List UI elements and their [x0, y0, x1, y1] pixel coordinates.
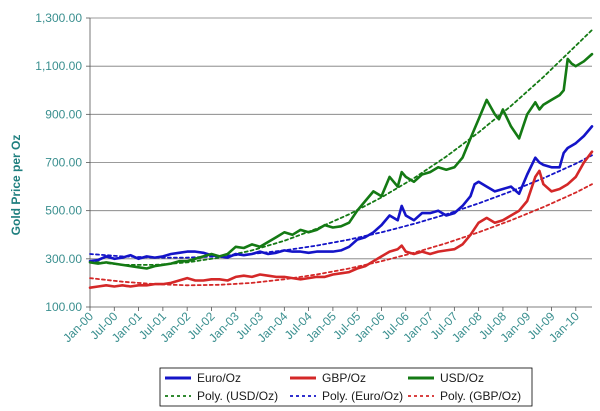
y-tick-label: 1,100.00 — [35, 59, 82, 73]
series-line-poly-gbp-oz — [89, 183, 593, 287]
y-tick-labels: 100.00 300.00 500.00 700.00 900.00 1,100.00 1,… — [35, 11, 82, 314]
y-tick-label: 700.00 — [45, 156, 82, 170]
y-tick-label: 1,300.00 — [35, 11, 82, 25]
series-line-gbp-oz — [88, 150, 594, 290]
series-lines — [88, 29, 594, 290]
legend-label: USD/Oz — [440, 371, 484, 385]
legend-label: Poly. (GBP/Oz) — [440, 389, 521, 403]
y-tick-label: 500.00 — [45, 204, 82, 218]
series-line-usd-oz — [88, 52, 594, 270]
legend-label: GBP/Oz — [322, 371, 366, 385]
legend-label: Euro/Oz — [197, 371, 241, 385]
x-tick-labels: Jan-00Jul-00Jan-01Jul-01Jan-02Jul-02Jan-… — [60, 309, 582, 345]
axes — [86, 17, 592, 311]
series-line-poly-usd-oz — [89, 29, 593, 266]
legend-box — [159, 367, 533, 407]
series-line-euro-oz — [88, 125, 594, 263]
legend-label: Poly. (Euro/Oz) — [322, 389, 403, 403]
y-tick-label: 300.00 — [45, 252, 82, 266]
grid-lines — [90, 17, 592, 260]
y-axis-label: Gold Price per Oz — [9, 135, 23, 236]
x-tick-label: Jan-00 — [60, 309, 96, 345]
y-tick-label: 900.00 — [45, 107, 82, 121]
legend-label: Poly. (USD/Oz) — [197, 389, 278, 403]
legend: Euro/Oz GBP/Oz USD/Oz Poly. (USD/Oz) Poly. (… — [165, 371, 521, 403]
y-tick-label: 100.00 — [45, 300, 82, 314]
series-line-poly-euro-oz — [89, 154, 593, 259]
